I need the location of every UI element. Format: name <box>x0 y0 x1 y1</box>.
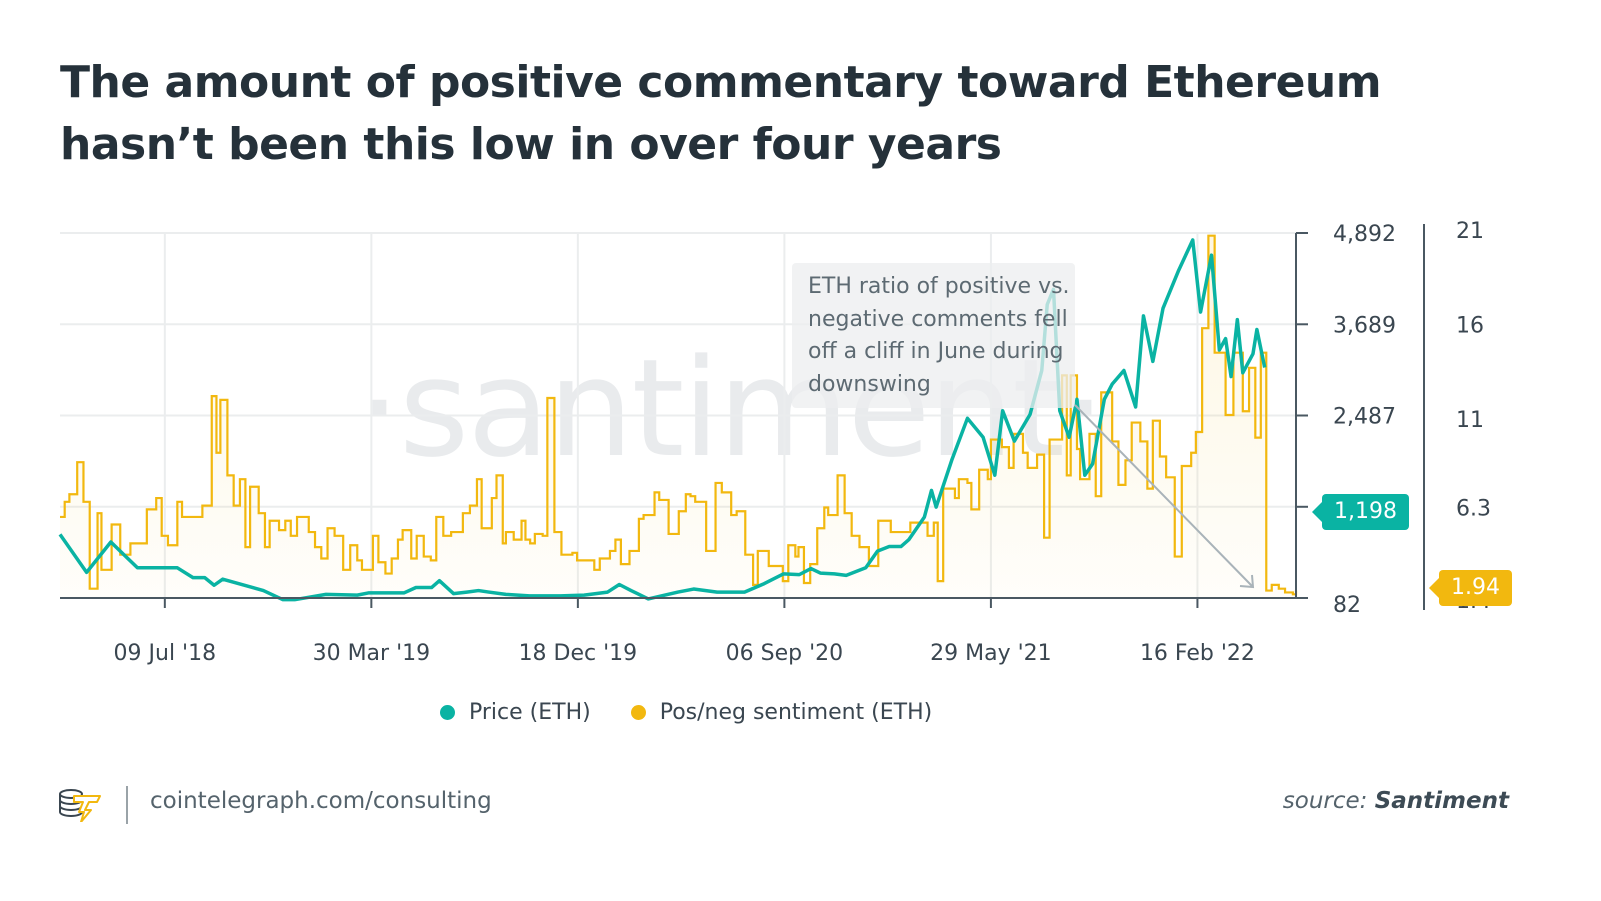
x-tick-label: 16 Feb '22 <box>1140 641 1255 666</box>
y-left-tick-label: 3,689 <box>1333 313 1396 338</box>
chart-title: The amount of positive commentary toward… <box>60 57 1382 170</box>
y-right-tick-label: 16 <box>1456 313 1484 338</box>
x-tick-label: 06 Sep '20 <box>726 641 844 666</box>
y-left-tick-label: 82 <box>1333 593 1361 618</box>
annotation-text: ETH ratio of positive vs. negative comme… <box>808 274 1070 397</box>
source-name: Santiment <box>1374 788 1509 814</box>
x-tick-label: 29 May '21 <box>930 641 1052 666</box>
current-price-value: 1,198 <box>1334 499 1397 524</box>
legend-dot-sentiment <box>630 705 646 720</box>
y-left-tick-label: 4,892 <box>1333 222 1396 247</box>
y-left-tick-label: 2,487 <box>1333 405 1396 430</box>
annotation-box <box>792 263 1075 408</box>
legend-label-price: Price (ETH) <box>469 700 591 725</box>
price-line <box>58 238 1267 602</box>
y-right-tick-label: 21 <box>1456 219 1484 244</box>
footer-url[interactable]: cointelegraph.com/consulting <box>150 788 492 814</box>
legend-item-price[interactable]: Price (ETH) <box>440 700 591 725</box>
legend-dot-price <box>440 705 455 720</box>
source-credit: source: Santiment <box>1283 788 1509 814</box>
footer-divider <box>126 786 128 824</box>
current-sentiment-value: 1.94 <box>1451 575 1500 600</box>
legend-label-sentiment: Pos/neg sentiment (ETH) <box>659 700 933 725</box>
current-sentiment-tag: 1.94 <box>1429 570 1512 606</box>
x-tick-label: 18 Dec '19 <box>519 641 638 666</box>
x-tick-label: 09 Jul '18 <box>114 641 217 666</box>
y-right-tick-label: 11 <box>1456 408 1484 433</box>
sentiment-area <box>60 235 1296 598</box>
current-price-tag: 1,198 <box>1312 494 1409 530</box>
y-right-tick-label: 6.3 <box>1456 497 1491 522</box>
x-tick-label: 30 Mar '19 <box>313 641 431 666</box>
axes: 09 Jul '18 30 Mar '19 18 Dec '19 06 Sep '20… <box>60 219 1491 666</box>
legend: Price (ETH) Pos/neg sentiment (ETH) <box>440 700 932 725</box>
cointelegraph-logo-icon <box>59 789 101 822</box>
sentiment-area-fill <box>60 235 1296 598</box>
legend-item-sentiment[interactable]: Pos/neg sentiment (ETH) <box>630 700 933 725</box>
source-label: source: <box>1282 788 1368 814</box>
